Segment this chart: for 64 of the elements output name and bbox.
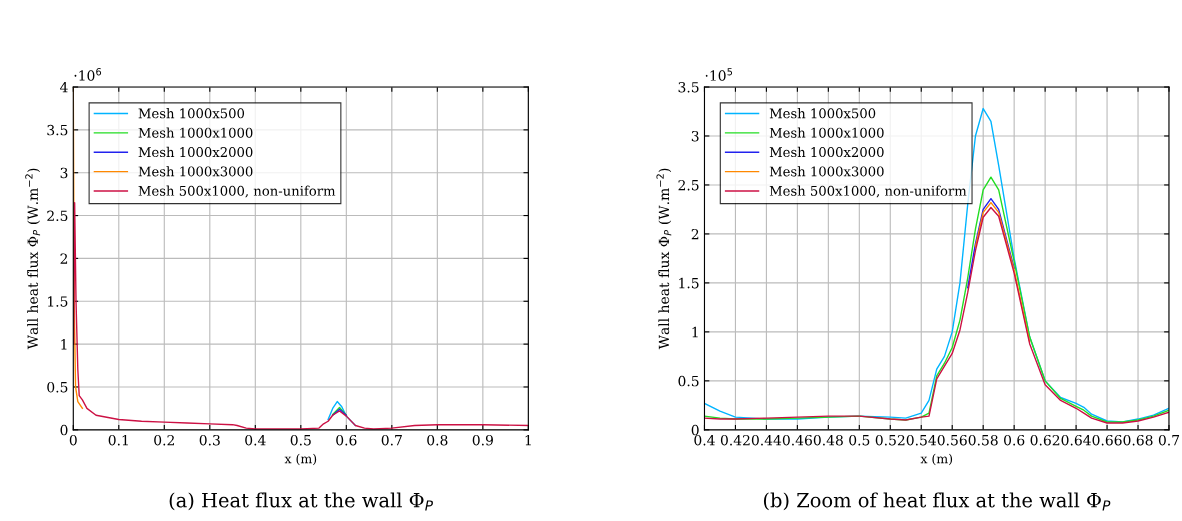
x-tick-label: 0.54: [906, 434, 937, 446]
x-tick-label: 1: [525, 434, 531, 446]
x-tick-label: 0.66: [1092, 434, 1122, 446]
legend-label: Mesh 1000x1000: [769, 127, 884, 138]
x-tick-label: 0.1: [108, 434, 128, 446]
y-tick-label: 4: [60, 81, 68, 93]
x-tick-label: 0.42: [720, 434, 750, 446]
x-tick-label: 0.3: [199, 434, 220, 446]
x-tick-label: 0.68: [1123, 434, 1153, 446]
legend-label: Mesh 1000x2000: [769, 146, 884, 158]
y-tick-label: 0.5: [47, 381, 68, 393]
x-tick-label: 0.5: [290, 434, 311, 446]
y-tick-label: 0.5: [678, 375, 699, 387]
y-tick-label: 1.5: [679, 277, 699, 289]
line-series: [967, 197, 1015, 289]
x-tick-label: 0.44: [751, 434, 782, 446]
legend-label: Mesh 500x1000, non-uniform: [769, 185, 967, 198]
x-tick-label: 0.6: [336, 434, 357, 446]
legend-label: Mesh 1000x500: [769, 108, 876, 119]
x-tick-label: 0.62: [1030, 434, 1060, 446]
x-tick-label: 0.5: [849, 434, 870, 446]
y-tick-label: 0: [60, 424, 68, 436]
legend-label: Mesh 1000x3000: [138, 166, 253, 177]
y-tick-label: 1: [692, 326, 698, 338]
x-tick-label: 0.52: [875, 434, 905, 446]
x-tick-label: 0.9: [472, 434, 493, 446]
x-tick-label: 0.2: [154, 434, 174, 446]
y-tick-label: 1: [61, 339, 67, 350]
text: (b) Zoom of heat flux at the wall Φ$_{P}$: [763, 492, 1111, 511]
line-series: [974, 201, 1031, 343]
x-tick-label: 0.58: [968, 434, 998, 446]
y-axis-title: Wall heat flux Φ$_{P}$ (W.m$^{−2}$): [656, 168, 672, 350]
legend-label: Mesh 1000x500: [138, 108, 245, 119]
legend-label: Mesh 1000x1000: [138, 127, 253, 138]
y-tick-label: 3.5: [47, 124, 68, 136]
legend-label: Mesh 1000x2000: [138, 146, 253, 158]
legend-label: Mesh 1000x3000: [769, 166, 884, 177]
legend-label: Mesh 500x1000, non-uniform: [138, 185, 336, 198]
x-tick-label: 0.7: [381, 434, 402, 446]
y-tick-label: 2: [60, 253, 68, 264]
y-tick-label: 3: [60, 167, 68, 179]
x-tick-label: 0.6: [1004, 434, 1025, 446]
y-tick-label: 0: [691, 424, 699, 436]
y-axis-title: Wall heat flux Φ$_{P}$ (W.m$^{−2}$): [25, 168, 41, 350]
y-tick-label: 2.5: [47, 210, 68, 222]
y-tick-label: 2.5: [678, 179, 699, 191]
x-tick-label: 0.4: [694, 434, 715, 446]
x-tick-label: 0.56: [937, 434, 967, 446]
text: ·10$^{5}$: [705, 68, 733, 81]
y-tick-label: 1.5: [48, 296, 68, 307]
x-axis-title: x (m): [920, 453, 953, 466]
x-tick-label: 0.48: [813, 434, 843, 446]
x-tick-label: 0.7: [1158, 434, 1180, 446]
y-tick-label: 3: [691, 130, 699, 142]
text: ·10$^{6}$: [74, 68, 102, 81]
x-tick-label: 0.8: [427, 434, 448, 446]
y-tick-label: 3.5: [678, 81, 699, 93]
x-axis-title: x (m): [284, 453, 317, 466]
text: (a) Heat flux at the wall Φ$_{P}$: [169, 492, 433, 511]
x-tick-label: 0.64: [1061, 434, 1091, 446]
x-tick-label: 0.46: [782, 434, 812, 446]
x-tick-label: 0: [69, 434, 77, 446]
y-tick-label: 2: [691, 228, 699, 240]
x-tick-label: 0.4: [245, 434, 266, 446]
